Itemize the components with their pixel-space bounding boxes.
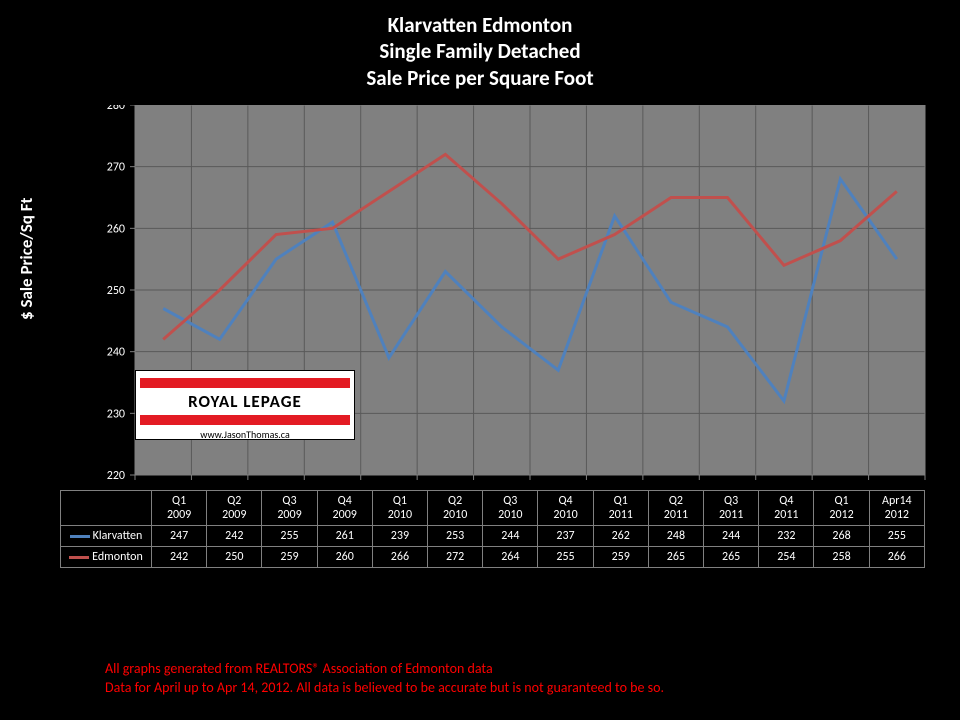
data-cell: 232	[759, 526, 814, 547]
category-header: Q32009	[262, 491, 317, 526]
data-table-container: Q12009Q22009Q32009Q42009Q12010Q22010Q320…	[60, 490, 925, 568]
data-cell: 265	[648, 547, 703, 568]
data-table: Q12009Q22009Q32009Q42009Q12010Q22010Q320…	[60, 490, 925, 568]
category-header: Q12010	[372, 491, 427, 526]
footnote-line-1: All graphs generated from REALTORS® Asso…	[105, 660, 664, 679]
data-cell: 262	[593, 526, 648, 547]
data-cell: 242	[207, 526, 262, 547]
data-cell: 247	[152, 526, 207, 547]
data-cell: 237	[538, 526, 593, 547]
svg-text:240: 240	[107, 346, 125, 360]
data-cell: 248	[648, 526, 703, 547]
logo-url-text: www.JasonThomas.ca	[140, 428, 350, 441]
data-cell: 239	[372, 526, 427, 547]
category-header: Q42009	[317, 491, 372, 526]
category-header: Q32011	[704, 491, 759, 526]
footnote: All graphs generated from REALTORS® Asso…	[105, 660, 664, 698]
chart-title: Klarvatten Edmonton Single Family Detach…	[0, 0, 960, 91]
title-line-3: Sale Price per Square Foot	[0, 65, 960, 91]
category-header: Q42010	[538, 491, 593, 526]
data-cell: 265	[704, 547, 759, 568]
data-cell: 255	[262, 526, 317, 547]
data-cell: 268	[814, 526, 869, 547]
royal-lepage-logo: ROYAL LEPAGE www.JasonThomas.ca	[135, 370, 355, 440]
title-line-1: Klarvatten Edmonton	[0, 12, 960, 38]
category-header: Q32010	[483, 491, 538, 526]
series-legend-cell: Klarvatten	[61, 526, 152, 547]
category-header: Apr142012	[869, 491, 924, 526]
svg-text:230: 230	[107, 407, 125, 421]
data-cell: 260	[317, 547, 372, 568]
data-cell: 255	[538, 547, 593, 568]
data-cell: 272	[428, 547, 483, 568]
data-cell: 259	[262, 547, 317, 568]
svg-text:260: 260	[107, 222, 125, 236]
data-cell: 244	[483, 526, 538, 547]
series-legend-cell: Edmonton	[61, 547, 152, 568]
page: Klarvatten Edmonton Single Family Detach…	[0, 0, 960, 720]
data-cell: 254	[759, 547, 814, 568]
category-header: Q42011	[759, 491, 814, 526]
title-line-2: Single Family Detached	[0, 38, 960, 64]
data-cell: 258	[814, 547, 869, 568]
svg-text:280: 280	[107, 105, 125, 113]
logo-bar-bottom	[140, 415, 350, 425]
category-header: Q22010	[428, 491, 483, 526]
category-header: Q12011	[593, 491, 648, 526]
data-cell: 259	[593, 547, 648, 568]
data-cell: 266	[869, 547, 924, 568]
category-header: Q22011	[648, 491, 703, 526]
category-header: Q12012	[814, 491, 869, 526]
y-axis-label: $ Sale Price/Sq Ft	[16, 198, 37, 320]
logo-bar-top	[140, 378, 350, 388]
data-cell: 242	[152, 547, 207, 568]
data-cell: 253	[428, 526, 483, 547]
svg-text:250: 250	[107, 284, 125, 298]
data-cell: 244	[704, 526, 759, 547]
data-cell: 266	[372, 547, 427, 568]
chart-container: 220 230 240 250 260 270 280 Q12009Q22009Q32009…	[60, 105, 930, 625]
data-cell: 250	[207, 547, 262, 568]
footnote-line-2: Data for April up to Apr 14, 2012. All d…	[105, 679, 664, 698]
logo-brand-text: ROYAL LEPAGE	[140, 391, 350, 412]
data-cell: 261	[317, 526, 372, 547]
data-cell: 264	[483, 547, 538, 568]
category-header: Q22009	[207, 491, 262, 526]
data-cell: 255	[869, 526, 924, 547]
svg-text:270: 270	[107, 161, 125, 175]
category-header: Q12009	[152, 491, 207, 526]
svg-text:220: 220	[107, 469, 125, 483]
